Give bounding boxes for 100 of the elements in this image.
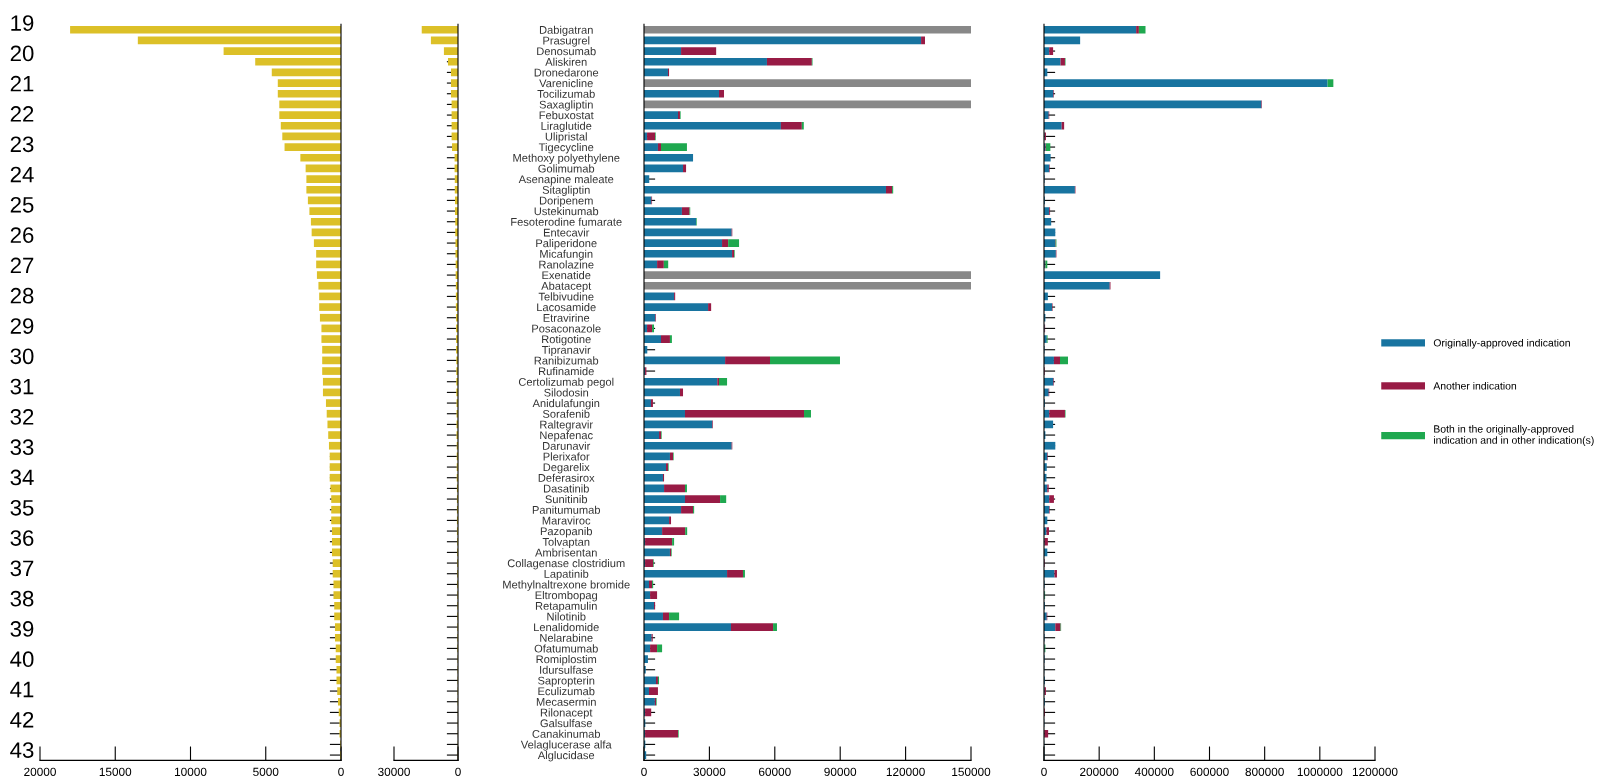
x-tick-label: 90000 <box>824 767 857 777</box>
y-tick-label: Micafungin <box>540 249 593 261</box>
y-tick-label: Retapamulin <box>535 601 597 613</box>
y-tick-label: Canakinumab <box>532 729 601 738</box>
x-tick-label: 5000 <box>253 767 279 777</box>
y-tick-label: Tigecycline <box>538 143 594 154</box>
text: 34 <box>10 469 34 486</box>
x-tick-label: 10000 <box>174 767 207 777</box>
y-tick-label: Lapatinib <box>544 569 589 581</box>
y-tick-label: Rotigotine <box>542 335 591 346</box>
y-tick-label: Entecavir <box>543 228 590 237</box>
y-tick-label: Tipranavir <box>541 345 591 357</box>
y-tick-label: Paliperidone <box>536 239 597 250</box>
text: 39 <box>10 621 34 637</box>
y-tick-label: Ulipristal <box>545 132 587 143</box>
text: 23 <box>10 136 34 153</box>
text: 20 <box>10 45 34 62</box>
y-tick-label: Doripenem <box>539 196 593 207</box>
y-tick-label: Ambrisentan <box>535 548 597 557</box>
y-tick-label: Nepafenac <box>540 431 593 442</box>
text: 24 <box>10 166 34 183</box>
legend-label: Both in the originally-approved indication and in other indication(s) <box>1434 424 1594 446</box>
y-tick-label: Sunitinib <box>545 495 588 504</box>
y-tick-label: Collagenase clostridium <box>507 559 625 570</box>
text: 40 <box>10 651 34 668</box>
x-tick-label: 1200000 <box>1352 767 1398 777</box>
y-tick-label: Abatacept <box>541 281 592 293</box>
y-tick-label: Liraglutide <box>541 121 592 133</box>
legend-label: Another indication <box>1433 381 1517 390</box>
text: 41 <box>10 681 34 698</box>
x-tick-label: 30000 <box>378 767 410 777</box>
text: 32 <box>10 409 34 425</box>
x-tick-label: 400000 <box>1134 767 1174 777</box>
text: 38 <box>10 590 34 607</box>
y-tick-label: Pazopanib <box>540 527 593 538</box>
y-tick-label: Degarelix <box>543 463 590 474</box>
y-tick-label: Darunavir <box>543 441 591 450</box>
legend-label: Originally-approved indication <box>1433 338 1570 349</box>
text: 19 <box>11 15 34 31</box>
y-tick-label: Tocilizumab <box>537 89 595 98</box>
text: 43 <box>10 742 34 758</box>
text: 35 <box>10 499 34 516</box>
y-tick-label: Nilotinib <box>547 612 586 621</box>
text: 25 <box>10 196 34 213</box>
text: 30 <box>10 348 34 365</box>
y-tick-label: Asenapine maleate <box>518 175 614 186</box>
y-tick-label: Dasatinib <box>543 484 589 493</box>
text: 26 <box>10 227 34 244</box>
y-tick-label: Ustekinumab <box>534 207 599 216</box>
y-tick-label: Methylnaltrexone bromide <box>503 580 630 591</box>
text: 22 <box>10 106 34 122</box>
y-tick-label: Anidulafungin <box>532 399 600 410</box>
x-tick-label: 60000 <box>758 767 791 777</box>
y-tick-label: Galsulfase <box>540 719 592 728</box>
text: 42 <box>10 711 34 728</box>
y-tick-label: Nelarabine <box>540 633 593 642</box>
y-tick-label: Maraviroc <box>542 516 591 525</box>
y-tick-label: Lacosamide <box>537 303 596 312</box>
y-tick-label: Velaglucerase alfa <box>520 740 612 751</box>
x-tick-label: 150000 <box>952 767 991 777</box>
x-tick-label: 1000000 <box>1297 767 1343 777</box>
text: 21 <box>10 75 34 92</box>
y-tick-label: Denosumab <box>537 47 596 56</box>
y-tick-label: Sorafenib <box>542 409 590 418</box>
x-tick-label: 0 <box>455 767 461 777</box>
x-tick-label: 0 <box>338 767 344 777</box>
text: 36 <box>10 530 34 546</box>
x-tick-label: 800000 <box>1245 767 1284 777</box>
x-tick-label: 120000 <box>886 767 925 777</box>
y-tick-label: Alglucidase <box>537 751 595 762</box>
y-tick-label: Raltegravir <box>540 420 593 431</box>
text: 27 <box>10 257 34 274</box>
x-tick-label: 0 <box>641 767 647 777</box>
text: 28 <box>10 287 34 304</box>
y-tick-label: Saxagliptin <box>539 100 593 111</box>
y-tick-label: Etravirine <box>543 313 590 322</box>
y-tick-label: Eculizumab <box>538 687 595 696</box>
y-tick-label: Certolizumab pegol <box>518 377 614 389</box>
x-tick-label: 600000 <box>1190 767 1229 777</box>
x-tick-label: 30000 <box>693 767 726 777</box>
y-tick-label: Ofatumumab <box>534 644 598 653</box>
y-tick-label: Romiplostim <box>536 655 597 666</box>
y-tick-label: Rufinamide <box>539 367 594 376</box>
y-tick-label: Telbivudine <box>538 292 594 301</box>
y-tick-label: Ranolazine <box>539 260 594 269</box>
y-tick-label: Plerixafor <box>543 452 590 461</box>
y-tick-label: Febuxostat <box>539 111 594 120</box>
y-tick-label: Rilonacept <box>540 708 593 719</box>
x-tick-label: 200000 <box>1080 767 1119 777</box>
y-tick-label: Ranibizumab <box>534 356 599 365</box>
y-tick-label: Posaconazole <box>532 324 601 333</box>
x-tick-label: 20000 <box>24 767 56 777</box>
y-tick-label: Dronedarone <box>534 68 599 77</box>
y-tick-label: Silodosin <box>544 388 589 397</box>
y-tick-label: Sitagliptin <box>542 185 590 197</box>
y-tick-label: Deferasirox <box>538 473 595 482</box>
y-tick-label: Prasugrel <box>543 36 590 47</box>
y-tick-label: Tolvaptan <box>542 537 590 549</box>
y-tick-label: Exenatide <box>542 271 591 280</box>
y-tick-label: Varenicline <box>539 79 593 88</box>
